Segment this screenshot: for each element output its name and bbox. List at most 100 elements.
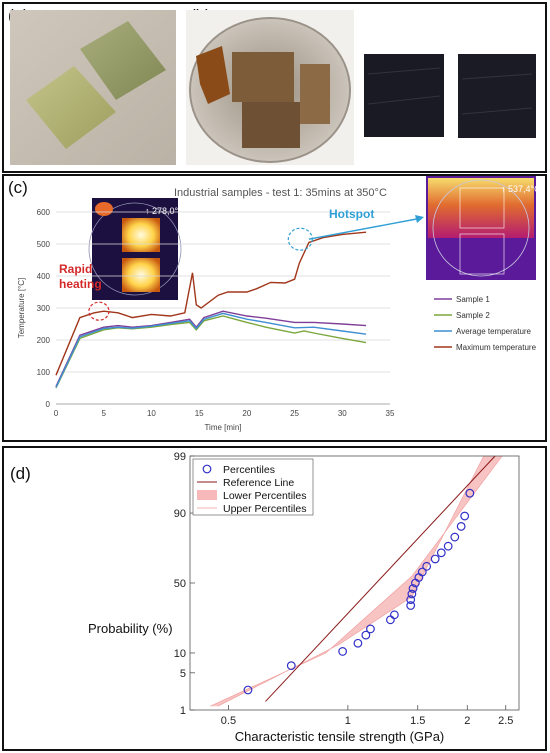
decomposed-residue (196, 46, 230, 104)
percentile-point (361, 630, 371, 640)
charred-piece (232, 52, 294, 102)
percentile-point (450, 532, 460, 542)
inset-box (459, 187, 505, 229)
percentile-point (389, 610, 399, 620)
reference-line (265, 455, 496, 702)
rapid-heating-label: Rapid (59, 262, 92, 276)
percentile-point (465, 488, 475, 498)
y-tick-label: 100 (37, 368, 51, 377)
inset-box (459, 233, 505, 275)
percentile-point (408, 584, 418, 593)
legend-label: Percentiles (223, 464, 275, 476)
x-tick-label: 2.5 (498, 715, 513, 727)
y-tick-label: 600 (37, 208, 51, 217)
hotspot-circle (287, 227, 313, 251)
percentile-point (443, 541, 453, 551)
y-tick-label: 400 (37, 272, 51, 281)
temperature-panel: (c) ↑ 278,0°C ↑ 537,4°C Industrial samples… (2, 174, 547, 442)
rapid-heating-label: heating (59, 277, 102, 291)
x-tick-label: 20 (242, 409, 251, 418)
hot-sample-2 (122, 258, 160, 292)
percentile-point (353, 638, 363, 648)
percentile-point (243, 685, 253, 695)
y-tick-label: 200 (37, 336, 51, 345)
x-tick-label: 1.5 (410, 715, 425, 727)
probability-panel: (d) 1 5 10 50 90 99 0.5 1 1.5 2 2.5 Characteristic … (2, 446, 547, 751)
y-tick-label: 300 (37, 304, 51, 313)
tile-right (80, 21, 166, 100)
lower-percentile-line (210, 455, 503, 707)
percentile-point (406, 601, 416, 610)
legend-label: Maximum temperature (456, 343, 537, 352)
hotspot-arrowhead (415, 215, 424, 223)
inset-circle (432, 179, 530, 277)
confidence-band (210, 456, 503, 707)
x-tick-label: 2 (464, 715, 470, 727)
charred-piece (242, 102, 300, 148)
y-axis-label: Temperature [°C] (17, 278, 26, 339)
rapid-heating-circle (88, 301, 110, 321)
percentile-point (436, 548, 446, 558)
y-tick-label: 500 (37, 240, 51, 249)
percentile-point (417, 567, 427, 577)
y-tick-label: 1 (180, 705, 186, 717)
temperature-chart: ↑ 278,0°C ↑ 537,4°C Industrial samples - t… (17, 176, 541, 432)
y-axis-label: Probability (%) (88, 621, 173, 636)
x-tick-label: 0.5 (221, 715, 236, 727)
x-tick-label: 30 (338, 409, 347, 418)
legend-label: Upper Percentiles (223, 503, 306, 515)
panel-label-d: (d) (10, 464, 31, 483)
legend-marker (197, 490, 217, 500)
x-tick-label: 1 (345, 715, 351, 727)
x-tick-label: 15 (195, 409, 204, 418)
x-tick-label: 25 (290, 409, 299, 418)
y-tick-label: 5 (180, 668, 186, 680)
x-tick-label: 0 (54, 409, 59, 418)
percentile-point (430, 554, 440, 564)
photo-panel: (a) (b) (2, 2, 547, 173)
x-tick-label: 35 (386, 409, 395, 418)
percentile-point (406, 595, 416, 605)
photos-svg (10, 10, 540, 165)
percentile-point (407, 589, 417, 599)
inset-temp-label-1: ↑ 278,0°C (145, 206, 185, 216)
percentile-point (338, 647, 348, 656)
series-line-average (55, 312, 367, 388)
legend-label: Sample 1 (456, 295, 490, 304)
percentile-point (460, 511, 470, 521)
y-tick-label: 90 (174, 508, 186, 520)
percentile-point (286, 661, 296, 671)
y-tick-label: 50 (174, 578, 186, 590)
percentile-point (422, 561, 432, 571)
legend-box (192, 458, 314, 516)
legend-marker (202, 464, 212, 474)
black-sample-right (458, 54, 536, 138)
legend-label: Reference Line (223, 477, 294, 489)
x-tick-label: 5 (101, 409, 106, 418)
percentile-point (386, 615, 395, 625)
inset-circle (88, 202, 182, 296)
legend-label: Lower Percentiles (223, 490, 306, 502)
y-tick-label: 0 (46, 400, 51, 409)
upper-percentile-line (217, 455, 484, 707)
black-sample-left (364, 54, 444, 137)
percentile-point (456, 522, 466, 531)
legend-label: Sample 2 (456, 311, 490, 320)
probability-chart: 1 5 10 50 90 99 0.5 1 1.5 2 2.5 Characteristic tens… (88, 451, 520, 744)
chart-c-title: Industrial samples - test 1: 35mins at 3… (174, 187, 387, 199)
tile-left (26, 66, 116, 149)
percentile-point (366, 624, 375, 634)
series-line-maximum (55, 231, 367, 376)
hot-corner (95, 202, 113, 216)
hotspot-arrow (308, 217, 423, 240)
legend-label: Average temperature (456, 327, 532, 336)
charred-piece (300, 64, 330, 124)
x-axis-label: Characteristic tensile strength (GPa) (235, 729, 445, 744)
series-line-sample1 (55, 310, 367, 387)
y-tick-label: 99 (174, 451, 186, 463)
series-line-sample2 (55, 315, 367, 389)
y-tick-label: 10 (174, 648, 186, 660)
hotspot-label: Hotspot (329, 207, 374, 221)
x-tick-label: 10 (147, 409, 156, 418)
hot-sample-1 (122, 218, 160, 252)
